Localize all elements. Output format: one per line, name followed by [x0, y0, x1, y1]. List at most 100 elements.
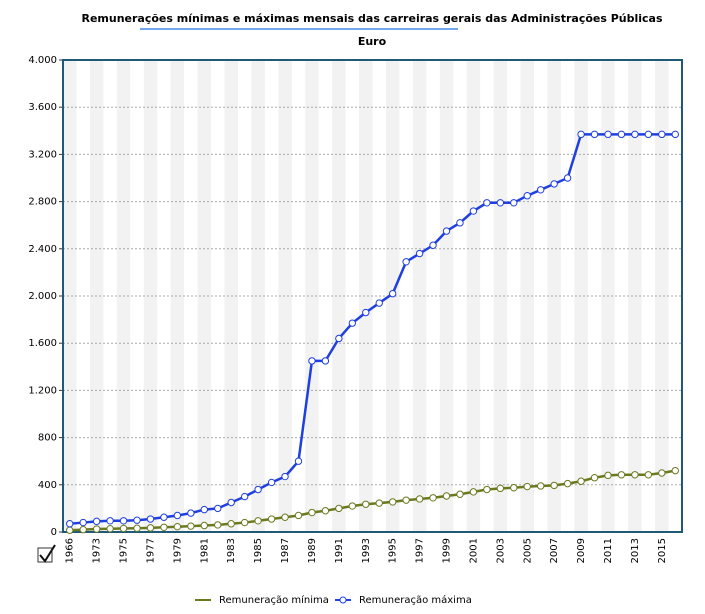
data-point — [429, 494, 437, 502]
y-tick-label: 2.400 — [28, 244, 57, 255]
chart-subtitle: Euro — [358, 35, 387, 48]
data-point — [658, 130, 666, 139]
y-tick-label: 400 — [38, 480, 57, 491]
data-point — [254, 517, 262, 525]
data-point — [294, 457, 303, 465]
data-point — [308, 357, 316, 365]
legend-marker — [339, 596, 347, 604]
data-point — [348, 319, 357, 327]
x-tick-label: 2007 — [549, 538, 560, 563]
data-point — [415, 249, 424, 258]
data-point — [146, 515, 155, 523]
x-tick-label: 1997 — [415, 538, 426, 563]
data-point — [119, 524, 128, 533]
data-point — [658, 469, 666, 477]
data-point — [227, 498, 235, 507]
band-stripe — [63, 60, 77, 532]
data-point — [227, 520, 235, 528]
data-point — [240, 518, 249, 527]
x-tick-label: 2011 — [603, 538, 614, 563]
data-point — [106, 524, 114, 533]
y-tick-label: 2.000 — [28, 291, 57, 302]
band-stripe — [466, 60, 481, 532]
data-point — [92, 525, 101, 533]
data-point — [173, 511, 182, 520]
x-tick-label: 1985 — [253, 538, 264, 563]
data-point — [160, 523, 168, 531]
data-point — [173, 522, 182, 531]
data-point — [590, 130, 599, 139]
data-point — [133, 516, 141, 524]
y-tick-label: 3.600 — [28, 102, 57, 113]
x-tick-label: 1966 — [65, 538, 76, 563]
data-point — [604, 471, 612, 480]
data-point — [375, 299, 383, 307]
band-stripe — [655, 60, 669, 532]
data-point — [617, 471, 626, 479]
data-point — [267, 515, 276, 523]
x-tick-label: 1991 — [334, 538, 345, 563]
x-tick-label: 1975 — [119, 538, 130, 563]
x-tick-label: 1993 — [361, 538, 372, 563]
y-tick-label: 0 — [51, 527, 57, 538]
x-tick-label: 2001 — [468, 538, 479, 563]
data-point — [308, 508, 316, 517]
data-point — [523, 192, 531, 200]
data-point — [281, 513, 289, 521]
x-tick-label: 1981 — [199, 538, 210, 563]
data-point — [496, 199, 505, 207]
data-point — [510, 199, 518, 207]
data-point — [294, 511, 303, 520]
x-tick-label: 2003 — [495, 538, 506, 563]
data-point — [402, 258, 410, 266]
data-point — [240, 492, 249, 501]
data-point — [671, 130, 679, 139]
checkbox-icon[interactable] — [37, 544, 56, 563]
x-tick-label: 1983 — [226, 538, 237, 563]
data-point — [321, 357, 330, 365]
band-stripe — [332, 60, 346, 532]
data-point — [146, 524, 155, 532]
x-tick-label: 2009 — [576, 538, 587, 563]
band-stripe — [143, 60, 158, 532]
data-point — [483, 485, 491, 494]
band-stripe — [439, 60, 454, 532]
series-line — [69, 133, 676, 525]
data-point — [604, 130, 612, 139]
data-point — [79, 518, 87, 527]
band-stripe — [574, 60, 588, 532]
y-tick-label: 800 — [38, 433, 57, 444]
data-point — [388, 289, 397, 298]
y-tick-label: 4.000 — [28, 55, 57, 66]
data-point — [429, 241, 437, 249]
x-tick-label: 1979 — [172, 538, 183, 563]
data-point — [577, 130, 585, 139]
data-point — [442, 227, 451, 235]
data-point — [281, 472, 289, 481]
plot-frame — [62, 59, 683, 533]
data-point — [563, 479, 572, 488]
data-point — [644, 471, 653, 479]
data-point — [79, 525, 87, 534]
data-point — [200, 505, 208, 514]
x-tick-label: 2005 — [522, 538, 533, 563]
band-stripe — [170, 60, 185, 532]
data-point — [335, 504, 343, 513]
data-point — [456, 490, 464, 498]
data-point — [590, 474, 599, 482]
band-stripe — [251, 60, 265, 532]
y-tick-label: 3.200 — [28, 149, 57, 160]
data-point — [214, 521, 222, 529]
data-point — [335, 334, 343, 343]
data-point — [442, 492, 451, 500]
data-point — [160, 513, 168, 521]
data-point — [469, 207, 478, 215]
x-tick-label: 1999 — [442, 538, 453, 563]
y-tick-label: 1.600 — [28, 338, 57, 349]
data-point — [362, 308, 370, 317]
data-point — [415, 495, 424, 503]
data-point — [550, 481, 558, 490]
data-point — [133, 524, 141, 532]
data-point — [469, 488, 478, 496]
